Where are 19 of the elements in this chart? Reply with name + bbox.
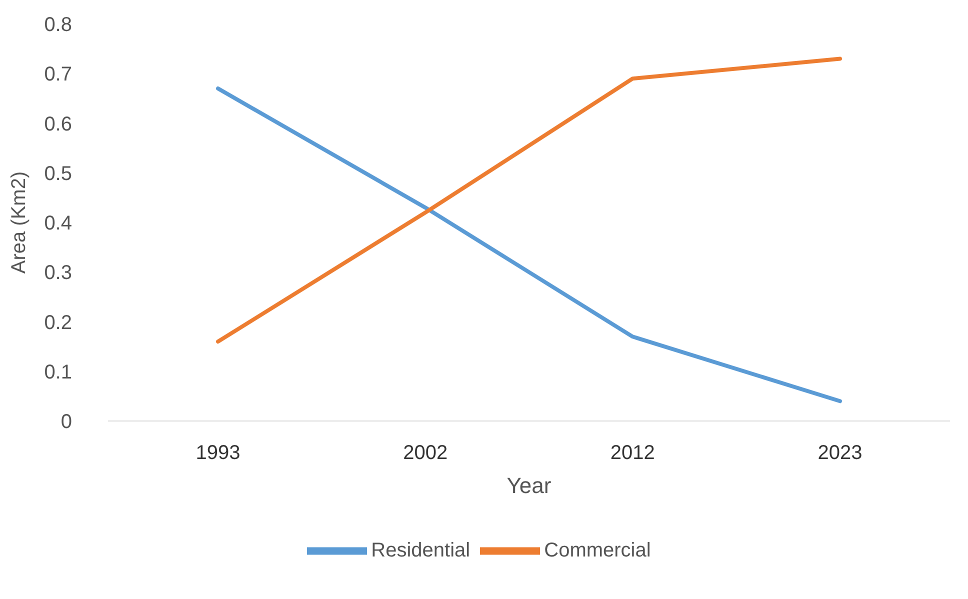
legend-label: Commercial (544, 539, 651, 562)
y-tick-label: 0.4 (44, 212, 72, 235)
y-tick-label: 0 (60, 411, 72, 434)
y-tick-label: 0.2 (44, 312, 72, 334)
x-tick-label: 2023 (818, 442, 862, 464)
y-tick-label: 0.6 (44, 113, 72, 136)
y-tick-label: 0.7 (44, 64, 72, 86)
line-series (216, 86, 842, 404)
x-axis-title: Year (506, 473, 552, 498)
legend-label: Residential (371, 539, 470, 562)
x-tick-label: 2002 (403, 442, 448, 464)
y-tick-label: 0.8 (44, 14, 72, 36)
x-tick-label: 1993 (196, 442, 240, 464)
line-series (216, 56, 842, 344)
y-tick-label: 0.5 (44, 162, 72, 185)
x-tick-label: 2012 (610, 442, 655, 464)
y-axis-title: Area (Km2) (8, 171, 30, 274)
y-tick-label: 0.3 (44, 262, 72, 284)
y-tick-label: 0.1 (44, 361, 72, 384)
